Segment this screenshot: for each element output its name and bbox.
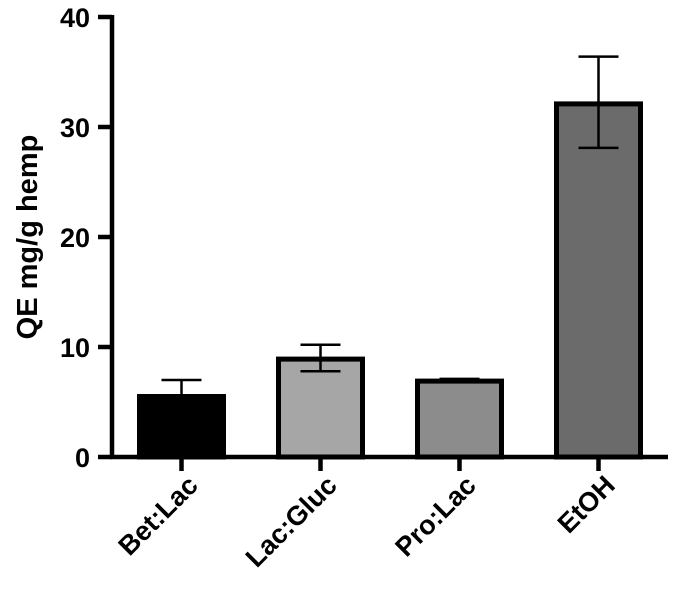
y-tick-label: 10	[60, 333, 90, 363]
bars-group	[137, 101, 643, 460]
y-axis-title: QE mg/g hemp	[12, 135, 44, 340]
x-tick-label: EtOH	[552, 470, 621, 539]
y-tick-label: 30	[60, 113, 90, 143]
x-tick-label: Pro:Lac	[389, 470, 481, 562]
bar-bet-lac	[137, 394, 226, 460]
bar-etoh	[554, 101, 643, 460]
x-tick-label: Lac:Gluc	[240, 470, 343, 573]
y-tick-label: 0	[75, 443, 90, 473]
bar-lac-gluc	[276, 356, 365, 460]
y-ticks-group: 0 10 20 30 40	[60, 3, 112, 473]
y-tick-label: 40	[60, 3, 90, 33]
x-tick-label: Bet:Lac	[113, 470, 204, 561]
y-tick-label: 20	[60, 223, 90, 253]
x-ticks-group: Bet:Lac Lac:Gluc Pro:Lac EtOH	[113, 457, 621, 573]
bar-pro-lac	[415, 378, 504, 460]
error-bars-group	[161, 55, 619, 397]
